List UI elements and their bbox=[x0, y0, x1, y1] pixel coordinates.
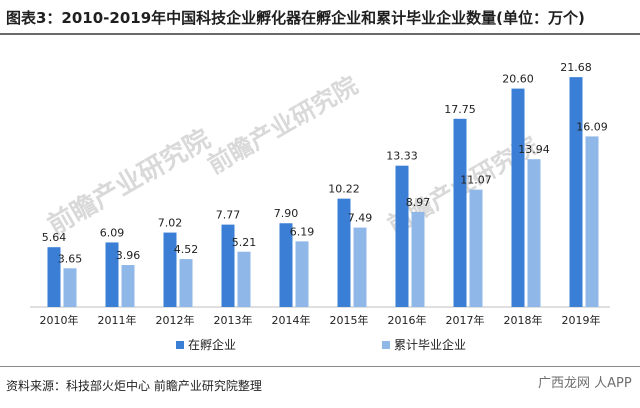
chart-title: 图表3：2010-2019年中国科技企业孵化器在孵企业和累计毕业企业数量(单位：… bbox=[6, 9, 585, 27]
data-label: 13.94 bbox=[518, 143, 550, 156]
bar-incubating bbox=[569, 77, 583, 307]
bar-graduated bbox=[237, 251, 251, 307]
bar-incubating bbox=[105, 242, 119, 307]
source-note: 资料来源：科技部火炬中心 前瞻产业研究院整理 bbox=[6, 379, 262, 393]
bar-graduated bbox=[295, 241, 309, 307]
data-label: 7.49 bbox=[348, 212, 373, 225]
data-label: 5.21 bbox=[232, 236, 257, 249]
bar-graduated bbox=[411, 211, 425, 307]
data-label: 6.19 bbox=[290, 225, 315, 238]
data-label: 10.22 bbox=[328, 183, 360, 196]
bar-incubating bbox=[395, 165, 409, 307]
data-label: 21.68 bbox=[560, 61, 592, 74]
bar-graduated bbox=[527, 159, 541, 307]
legend-label-series1: 在孵企业 bbox=[188, 338, 237, 352]
legend-swatch-series2 bbox=[382, 341, 390, 349]
data-label: 11.07 bbox=[460, 174, 492, 187]
data-label: 6.09 bbox=[100, 226, 125, 239]
data-label: 3.65 bbox=[58, 252, 83, 265]
footer-divider bbox=[0, 366, 640, 367]
data-label: 16.09 bbox=[576, 120, 608, 133]
data-label: 5.64 bbox=[42, 231, 67, 244]
bar-incubating bbox=[47, 247, 61, 307]
chart-legend: 在孵企业 累计毕业企业 bbox=[0, 336, 640, 354]
x-tick-label: 2017年 bbox=[446, 313, 485, 327]
title-bar: 图表3：2010-2019年中国科技企业孵化器在孵企业和累计毕业企业数量(单位：… bbox=[0, 0, 640, 35]
bar-graduated bbox=[179, 259, 193, 307]
bar-incubating bbox=[337, 198, 351, 307]
x-tick-label: 2018年 bbox=[504, 313, 543, 327]
legend-item-series2: 累计毕业企业 bbox=[382, 336, 466, 353]
x-tick-label: 2015年 bbox=[330, 313, 369, 327]
bar-graduated bbox=[63, 268, 77, 307]
data-label: 8.97 bbox=[406, 196, 431, 209]
x-tick-label: 2013年 bbox=[214, 313, 253, 327]
x-tick-label: 2010年 bbox=[40, 313, 79, 327]
data-label: 7.77 bbox=[216, 209, 241, 222]
data-label: 13.33 bbox=[386, 150, 418, 163]
data-label: 3.96 bbox=[116, 249, 141, 262]
bar-graduated bbox=[121, 265, 135, 307]
bar-incubating bbox=[163, 232, 177, 307]
data-label: 7.90 bbox=[274, 207, 299, 220]
x-tick-label: 2014年 bbox=[272, 313, 311, 327]
bar-incubating bbox=[221, 224, 235, 307]
data-label: 17.75 bbox=[444, 103, 476, 116]
x-tick-label: 2011年 bbox=[98, 313, 137, 327]
data-label: 7.02 bbox=[158, 217, 183, 230]
title-divider bbox=[0, 33, 640, 35]
x-tick-label: 2012年 bbox=[156, 313, 195, 327]
bar-graduated bbox=[585, 136, 599, 307]
x-tick-label: 2016年 bbox=[388, 313, 427, 327]
bar-graduated bbox=[353, 227, 367, 307]
x-tick-label: 2019年 bbox=[562, 313, 601, 327]
legend-label-series2: 累计毕业企业 bbox=[394, 338, 467, 352]
bar-chart: 5.64 3.65 2010年 6.09 3.96 2011年 7.02 4.52 2012年 7… bbox=[30, 61, 610, 327]
legend-item-series1: 在孵企业 bbox=[176, 336, 236, 353]
bar-incubating bbox=[511, 88, 525, 307]
data-label: 4.52 bbox=[174, 243, 199, 256]
legend-swatch-series1 bbox=[176, 341, 184, 349]
bar-graduated bbox=[469, 189, 483, 307]
platform-badge: 广西龙网 人APP bbox=[538, 376, 632, 391]
bar-incubating bbox=[279, 223, 293, 307]
bar-incubating bbox=[453, 118, 467, 307]
data-label: 20.60 bbox=[502, 73, 534, 86]
